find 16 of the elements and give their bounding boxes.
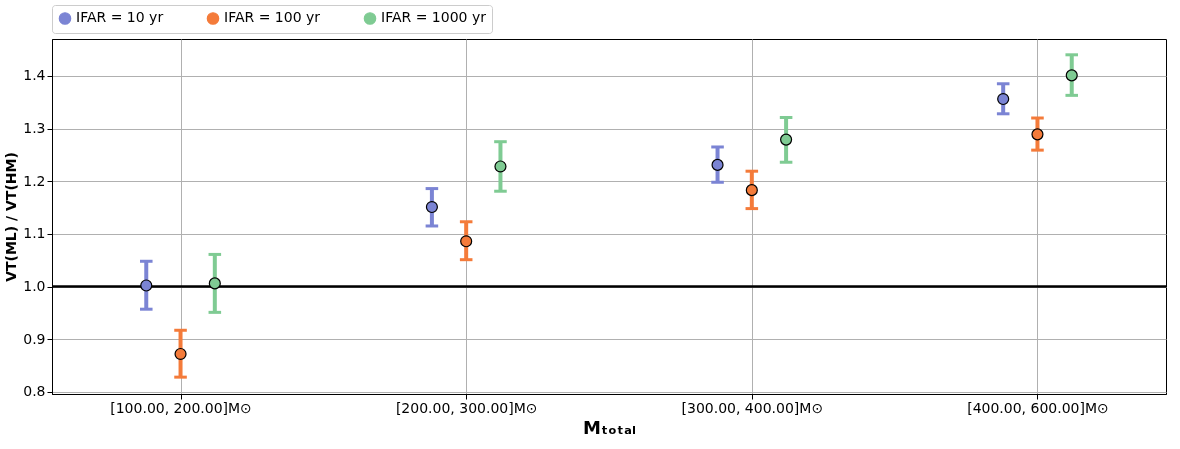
y-tick-label: 0.8 (23, 383, 46, 400)
x-tick-label: [100.00, 200.00]M⊙ (110, 399, 252, 416)
legend-label: IFAR = 1000 yr (381, 9, 487, 26)
y-tick-label: 1.2 (23, 172, 46, 189)
x-tick-label: [200.00, 300.00]M⊙ (395, 399, 538, 416)
y-tick-label: 1.3 (23, 120, 46, 137)
y-tick-label: 1.4 (23, 67, 46, 84)
legend-label: IFAR = 100 yr (224, 9, 321, 26)
y-tick-label: 0.9 (23, 330, 46, 347)
y-axis-title: VT(ML) / VT(HM) (3, 152, 20, 282)
y-tick-label: 1.1 (23, 225, 46, 242)
x-tick-label: [400.00, 600.00]M⊙ (967, 399, 1109, 416)
x-tick-label: [300.00, 400.00]M⊙ (681, 399, 824, 416)
legend-label: IFAR = 10 yr (76, 9, 164, 26)
y-tick-label: 1.0 (23, 278, 46, 295)
x-axis-title: Mₜₒₜₐₗ (583, 416, 636, 438)
